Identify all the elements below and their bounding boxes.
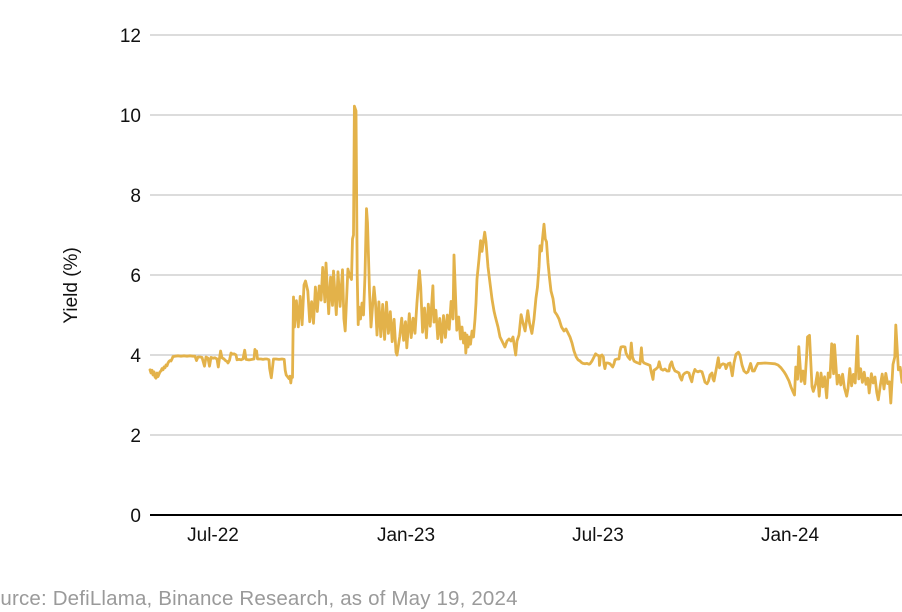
svg-text:Source: DefiLlama, Binance Res: Source: DefiLlama, Binance Research, as … xyxy=(0,587,518,610)
svg-text:8: 8 xyxy=(130,186,141,207)
svg-text:Jul-23: Jul-23 xyxy=(572,525,624,546)
svg-text:12: 12 xyxy=(120,26,141,47)
svg-text:2: 2 xyxy=(130,426,141,447)
svg-text:0: 0 xyxy=(130,506,141,527)
svg-text:Jan-23: Jan-23 xyxy=(377,525,435,546)
svg-text:6: 6 xyxy=(130,266,141,287)
svg-text:Yield (%): Yield (%) xyxy=(61,247,82,323)
svg-text:Jan-24: Jan-24 xyxy=(761,525,820,546)
svg-text:10: 10 xyxy=(120,106,141,127)
svg-text:4: 4 xyxy=(130,346,141,367)
svg-text:Jul-22: Jul-22 xyxy=(187,525,239,546)
